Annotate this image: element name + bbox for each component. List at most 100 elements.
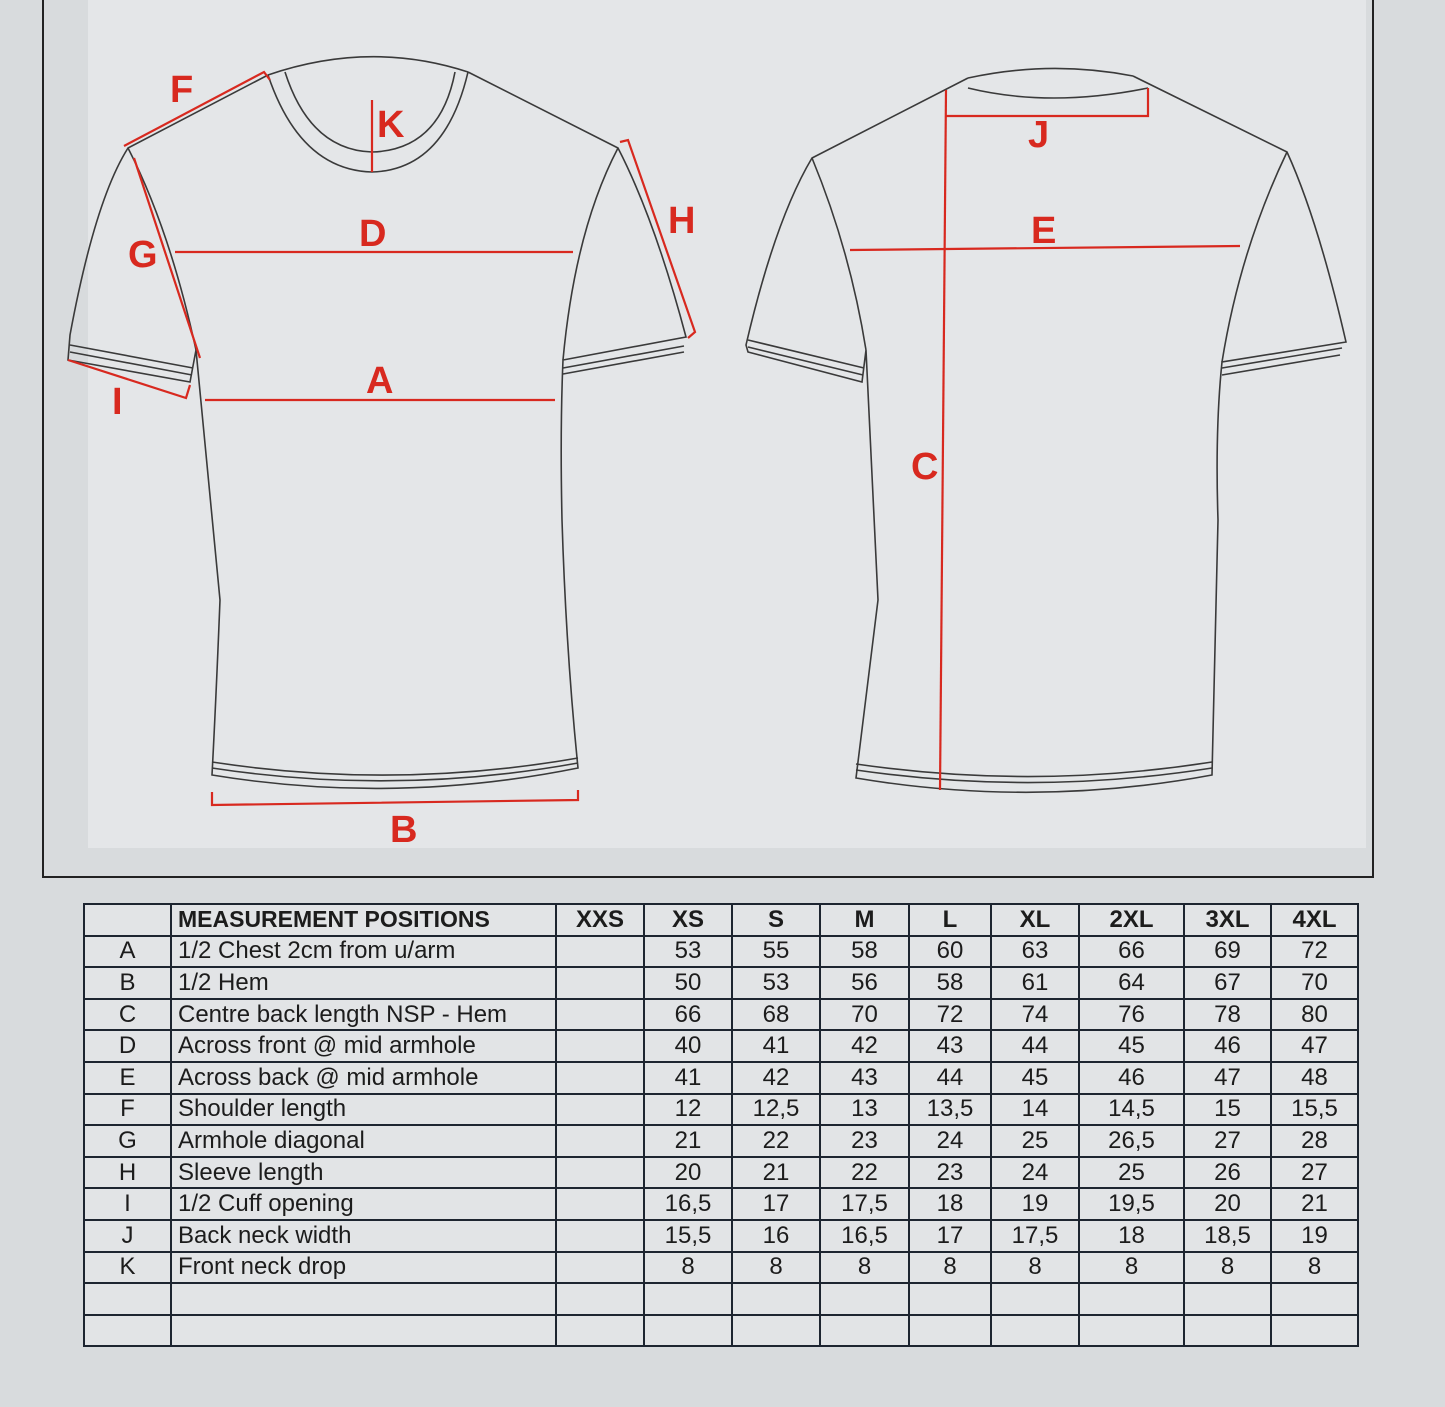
size-value: 74 [990, 997, 1080, 1032]
size-value: 47 [1270, 1029, 1359, 1063]
size-value: 25 [1078, 1155, 1185, 1190]
row-description: Across back @ mid armhole [170, 1060, 557, 1095]
diagram-sheet [88, 0, 1366, 848]
size-value: 18,5 [1183, 1218, 1272, 1253]
label-d: D [359, 213, 386, 255]
row-description: 1/2 Chest 2cm from u/arm [170, 934, 557, 969]
measure-line-g [132, 157, 202, 359]
row-code [83, 1313, 172, 1348]
size-value [643, 1313, 733, 1348]
row-code: I [83, 1187, 172, 1221]
size-value: 66 [1078, 934, 1185, 969]
label-e: E [1031, 210, 1056, 252]
size-value: 16,5 [643, 1187, 733, 1221]
size-value [908, 1282, 992, 1316]
size-value: 76 [1078, 997, 1185, 1032]
size-value: 19 [990, 1187, 1080, 1221]
size-value: 67 [1183, 966, 1272, 1000]
size-value: 17,5 [990, 1218, 1080, 1253]
size-value: 42 [731, 1060, 821, 1095]
size-header: S [731, 903, 821, 937]
size-value: 60 [908, 934, 992, 969]
size-value: 18 [908, 1187, 992, 1221]
table-row [83, 1313, 1359, 1348]
row-description [170, 1282, 557, 1316]
row-code: F [83, 1092, 172, 1127]
size-value: 19 [1270, 1218, 1359, 1253]
table-row: F Shoulder length 12 12,5 13 13,5 14 14,5 15 15,5 [83, 1092, 1359, 1127]
table-row: D Across front @ mid armhole 40 41 42 43 44 45 4… [83, 1029, 1359, 1063]
size-value: 22 [731, 1124, 821, 1158]
label-a: A [366, 360, 393, 402]
table-header-row: MEASUREMENT POSITIONS XXS XS S M L XL 2X… [83, 903, 1359, 937]
size-value [731, 1282, 821, 1316]
size-value: 42 [819, 1029, 910, 1063]
size-value: 43 [908, 1029, 992, 1063]
size-header: 2XL [1078, 903, 1185, 937]
size-value [1270, 1313, 1359, 1348]
size-value: 50 [643, 966, 733, 1000]
size-value: 61 [990, 966, 1080, 1000]
size-value: 17,5 [819, 1187, 910, 1221]
tshirt-diagram: F K G D H A I B J E C [67, 55, 1347, 851]
row-description: Armhole diagonal [170, 1124, 557, 1158]
table-row: B 1/2 Hem 50 53 56 58 61 64 67 70 [83, 966, 1359, 1000]
measurement-lines [67, 70, 1241, 807]
measure-line-h [619, 138, 697, 339]
label-g: G [128, 234, 158, 276]
size-value [1183, 1282, 1272, 1316]
label-i: I [112, 381, 123, 423]
row-code: A [83, 934, 172, 969]
size-value: 46 [1183, 1029, 1272, 1063]
size-value: 20 [643, 1155, 733, 1190]
table-row: A 1/2 Chest 2cm from u/arm 53 55 58 60 63 66 69 7… [83, 934, 1359, 969]
row-description: Back neck width [170, 1218, 557, 1253]
size-value: 69 [1183, 934, 1272, 969]
size-value [1078, 1282, 1185, 1316]
measure-line-b [210, 790, 580, 807]
size-value: 19,5 [1078, 1187, 1185, 1221]
size-value [555, 1218, 645, 1253]
row-description: Front neck drop [170, 1250, 557, 1285]
size-value: 26 [1183, 1155, 1272, 1190]
size-value [1183, 1313, 1272, 1348]
size-value: 21 [643, 1124, 733, 1158]
measurement-positions-header: MEASUREMENT POSITIONS [170, 903, 557, 937]
size-value: 70 [1270, 966, 1359, 1000]
size-value: 8 [1270, 1250, 1359, 1285]
size-value [908, 1313, 992, 1348]
size-value: 58 [819, 934, 910, 969]
row-description: Sleeve length [170, 1155, 557, 1190]
size-value: 21 [1270, 1187, 1359, 1221]
row-code: C [83, 997, 172, 1032]
diagram-frame [42, 0, 1374, 878]
table-row: E Across back @ mid armhole 41 42 43 44 45 46 47… [83, 1060, 1359, 1095]
table-row: H Sleeve length 20 21 22 23 24 25 26 27 [83, 1155, 1359, 1190]
size-value: 8 [908, 1250, 992, 1285]
size-value: 63 [990, 934, 1080, 969]
row-description [170, 1313, 557, 1348]
size-value: 41 [643, 1060, 733, 1095]
size-value [555, 1282, 645, 1316]
row-code: G [83, 1124, 172, 1158]
size-chart-table: MEASUREMENT POSITIONS XXS XS S M L XL 2X… [83, 903, 1359, 1348]
size-value: 53 [643, 934, 733, 969]
size-value: 13,5 [908, 1092, 992, 1127]
row-description: Across front @ mid armhole [170, 1029, 557, 1063]
size-value: 80 [1270, 997, 1359, 1032]
size-value: 12 [643, 1092, 733, 1127]
measure-line-c [938, 89, 948, 791]
measure-line-f [123, 70, 271, 147]
measure-line-j [945, 88, 1150, 118]
label-k: K [377, 104, 405, 146]
row-code: B [83, 966, 172, 1000]
row-code: K [83, 1250, 172, 1285]
size-value: 24 [990, 1155, 1080, 1190]
size-value: 22 [819, 1155, 910, 1190]
size-value: 66 [643, 997, 733, 1032]
size-value: 70 [819, 997, 910, 1032]
size-value [555, 1313, 645, 1348]
size-header: XS [643, 903, 733, 937]
row-code: D [83, 1029, 172, 1063]
size-value: 40 [643, 1029, 733, 1063]
